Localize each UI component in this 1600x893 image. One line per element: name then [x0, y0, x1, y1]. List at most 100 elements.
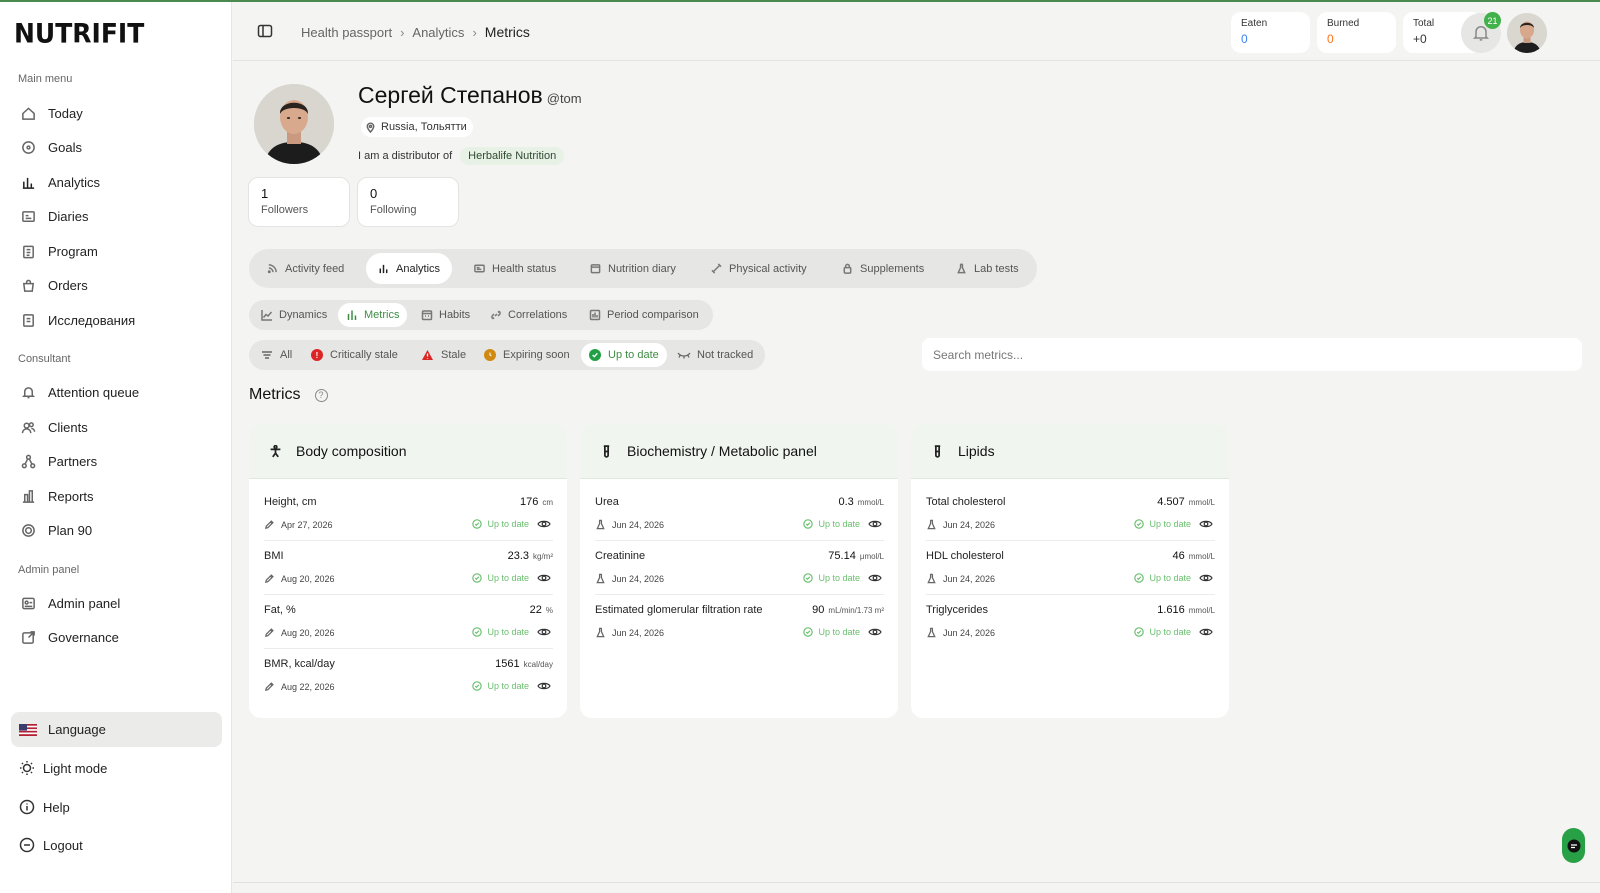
metric-status: Up to date: [472, 681, 529, 691]
metric-number: 176: [519, 496, 539, 508]
sidebar-item-analytics[interactable]: Analytics: [11, 166, 222, 198]
sidebar-item-orders[interactable]: Orders: [11, 269, 222, 301]
subtab-habits[interactable]: Habits: [413, 303, 478, 327]
user-avatar[interactable]: [1507, 13, 1547, 53]
metric-row[interactable]: Urea 0.3 mmol/L Jun 24, 2026 Up to date: [595, 486, 884, 541]
eye-icon[interactable]: [1199, 625, 1213, 639]
metric-date-text: Aug 20, 2026: [281, 627, 335, 638]
brand-badge[interactable]: Herbalife Nutrition: [460, 147, 565, 165]
sidebar-item-clients[interactable]: Clients: [11, 411, 222, 443]
subtab-period-comparison[interactable]: Period comparison: [581, 303, 707, 327]
chat-button[interactable]: [1562, 828, 1585, 863]
flask-icon: [957, 263, 966, 274]
filter-up-to-date[interactable]: Up to date: [581, 343, 667, 367]
metric-row[interactable]: Fat, % 22% Aug 20, 2026 Up to date: [264, 594, 553, 649]
dumbbell-icon: [711, 263, 722, 274]
eye-icon[interactable]: [868, 571, 882, 585]
sidebar-item-plan90[interactable]: Plan 90: [11, 514, 222, 546]
tab-label: Supplements: [860, 262, 925, 275]
sidebar-toggle-icon[interactable]: [257, 23, 273, 39]
tab-label: Activity feed: [285, 262, 345, 275]
check-circle-icon: [1134, 519, 1145, 529]
metric-row[interactable]: BMR, kcal/day 1561 kcal/day Aug 22, 2026 Up …: [264, 648, 553, 703]
sidebar-item-attention-queue[interactable]: Attention queue: [11, 376, 222, 408]
sidebar-item-label: Goals: [48, 139, 82, 155]
tab-health-status[interactable]: Health status: [462, 253, 568, 284]
logout-button[interactable]: Logout: [18, 831, 83, 859]
metric-value: 0.3 mmol/L: [838, 496, 884, 508]
eye-icon[interactable]: [868, 517, 882, 531]
metric-row[interactable]: HDL cholesterol 46 mmol/L Jun 24, 2026 Up to…: [926, 540, 1215, 595]
status-filters: All ! Critically stale Stale Expiring so…: [249, 340, 765, 370]
metric-row[interactable]: Height, cm 176 cm Apr 27, 2026 Up to date: [264, 486, 553, 541]
metric-row[interactable]: Triglycerides 1.616 mmol/L Jun 24, 2026 Up t…: [926, 594, 1215, 649]
metric-row[interactable]: BMI 23.3 kg/m² Aug 20, 2026 Up to date: [264, 540, 553, 595]
eaten-value: 0: [1241, 32, 1248, 46]
subtab-metrics[interactable]: Metrics: [338, 303, 408, 327]
eye-icon[interactable]: [537, 625, 551, 639]
tab-activity-feed[interactable]: Activity feed: [255, 253, 356, 284]
flask-icon: [927, 573, 936, 584]
metric-row[interactable]: Estimated glomerular filtration rate 90 mL…: [595, 594, 884, 649]
tab-nutrition-diary[interactable]: Nutrition diary: [578, 253, 688, 284]
eye-icon[interactable]: [1199, 571, 1213, 585]
chevron-right-icon: ›: [472, 24, 477, 40]
breadcrumb-analytics[interactable]: Analytics: [412, 24, 465, 40]
metric-status: Up to date: [1134, 519, 1191, 529]
filter-expiring-soon[interactable]: Expiring soon: [476, 343, 578, 367]
sidebar-item-reports[interactable]: Reports: [11, 480, 222, 512]
tab-supplements[interactable]: Supplements: [830, 253, 936, 284]
metric-unit: mL/min/1.73 m²: [828, 606, 884, 615]
info-icon: [18, 798, 36, 816]
sidebar-item-partners[interactable]: Partners: [11, 445, 222, 477]
subtab-dynamics[interactable]: Dynamics: [253, 303, 335, 327]
eye-icon[interactable]: [537, 679, 551, 693]
eye-icon[interactable]: [537, 517, 551, 531]
sidebar-item-today[interactable]: Today: [11, 97, 222, 129]
breadcrumb-health-passport[interactable]: Health passport: [301, 24, 393, 40]
light-mode-toggle[interactable]: Light mode: [18, 754, 107, 782]
sidebar-item-label: Program: [48, 243, 98, 259]
eye-icon[interactable]: [868, 625, 882, 639]
following-box[interactable]: 0 Following: [357, 177, 459, 227]
test-tube-icon: [598, 444, 614, 458]
check-circle-icon: [472, 519, 483, 529]
metric-row[interactable]: Total cholesterol 4.507 mmol/L Jun 24, 2026…: [926, 486, 1215, 541]
sidebar-item-label: Diaries: [48, 208, 89, 224]
sidebar-item-goals[interactable]: Goals: [11, 131, 222, 163]
eye-icon[interactable]: [1199, 517, 1213, 531]
sidebar-item-governance[interactable]: Governance: [11, 621, 222, 653]
bag-icon: [19, 276, 37, 294]
bar-chart-icon: [379, 264, 388, 274]
language-selector[interactable]: Language: [11, 712, 222, 747]
app-logo[interactable]: NUTRIFIT: [14, 18, 145, 49]
subtab-correlations[interactable]: Correlations: [482, 303, 575, 327]
filter-not-tracked[interactable]: Not tracked: [669, 343, 761, 367]
sidebar-item-diaries[interactable]: Diaries: [11, 200, 222, 232]
search-metrics-input[interactable]: [922, 338, 1582, 371]
followers-box[interactable]: 1 Followers: [248, 177, 350, 227]
card-lipids: Lipids Total cholesterol 4.507 mmol/L Jun 2…: [911, 424, 1229, 718]
sidebar-item-admin-panel[interactable]: Admin panel: [11, 587, 222, 619]
metric-number: 22: [529, 604, 542, 616]
sidebar-item-label: Partners: [48, 453, 98, 469]
metric-status-text: Up to date: [487, 627, 529, 637]
metric-unit: mmol/L: [1188, 498, 1215, 507]
profile-photo: [254, 84, 334, 164]
metric-value: 4.507 mmol/L: [1157, 496, 1215, 508]
filter-critically-stale[interactable]: ! Critically stale: [303, 343, 406, 367]
burned-label: Burned: [1327, 18, 1360, 29]
metric-status: Up to date: [472, 573, 529, 583]
eye-icon[interactable]: [537, 571, 551, 585]
card-header: Biochemistry / Metabolic panel: [580, 424, 898, 479]
tab-lab-tests[interactable]: Lab tests: [944, 253, 1031, 284]
metric-row[interactable]: Creatinine 75.14 μmol/L Jun 24, 2026 Up to d…: [595, 540, 884, 595]
help-icon[interactable]: ?: [314, 388, 328, 402]
sidebar-item-research[interactable]: Исследования: [11, 304, 222, 336]
tab-analytics[interactable]: Analytics: [366, 253, 453, 284]
tab-physical-activity[interactable]: Physical activity: [699, 253, 819, 284]
help-link[interactable]: Help: [18, 793, 70, 821]
sidebar-item-program[interactable]: Program: [11, 235, 222, 267]
filter-stale[interactable]: Stale: [413, 343, 474, 367]
filter-all[interactable]: All: [253, 343, 300, 367]
